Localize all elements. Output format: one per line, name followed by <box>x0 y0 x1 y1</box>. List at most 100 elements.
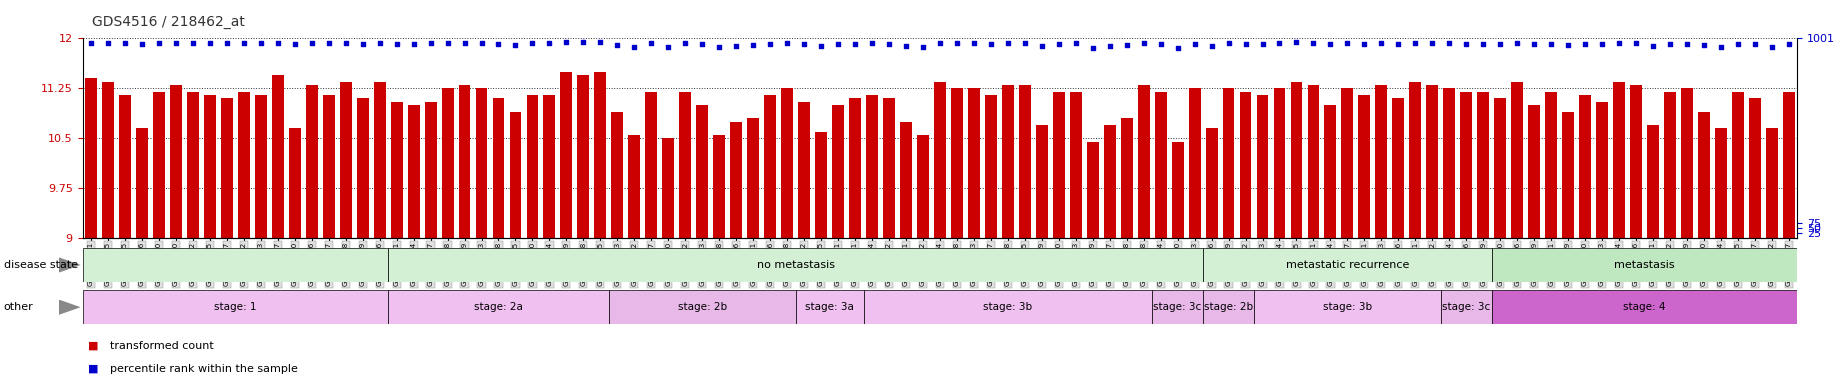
Point <box>1247 41 1276 47</box>
Bar <box>103 82 114 238</box>
Point <box>246 40 275 46</box>
Point <box>1537 41 1566 47</box>
Bar <box>900 122 911 238</box>
Text: stage: 3c: stage: 3c <box>1442 302 1491 312</box>
Text: disease state: disease state <box>4 260 77 270</box>
Bar <box>1020 85 1031 238</box>
Bar <box>934 82 946 238</box>
Bar <box>339 82 352 238</box>
Point <box>552 38 581 45</box>
Point <box>704 43 734 50</box>
Bar <box>271 75 284 238</box>
Point <box>1062 40 1091 46</box>
Bar <box>1630 85 1641 238</box>
Bar <box>1376 85 1387 238</box>
Bar <box>255 95 266 238</box>
Point <box>194 40 224 46</box>
Bar <box>1223 88 1234 238</box>
Bar <box>425 102 436 238</box>
Point <box>1163 45 1192 51</box>
Bar <box>288 128 301 238</box>
Point <box>127 41 156 47</box>
Bar <box>510 112 521 238</box>
Bar <box>475 88 488 238</box>
Point <box>330 40 359 46</box>
Bar <box>1121 118 1133 238</box>
Text: metastasis: metastasis <box>1614 260 1674 270</box>
Point <box>1027 43 1056 49</box>
Bar <box>713 135 724 238</box>
Bar <box>594 72 607 238</box>
Bar <box>1596 102 1608 238</box>
Text: no metastasis: no metastasis <box>757 260 834 270</box>
Point <box>1282 38 1311 45</box>
Bar <box>629 135 640 238</box>
Bar <box>152 92 165 238</box>
Bar <box>458 85 471 238</box>
Point <box>943 40 972 46</box>
Bar <box>866 95 878 238</box>
Bar <box>1359 95 1370 238</box>
Point <box>772 40 801 46</box>
Point <box>281 41 310 47</box>
Point <box>1078 45 1108 51</box>
Bar <box>1495 98 1506 238</box>
Bar <box>1155 92 1166 238</box>
Text: ■: ■ <box>88 341 99 351</box>
Bar <box>1392 98 1405 238</box>
Bar <box>985 95 998 238</box>
Text: ■: ■ <box>88 364 99 374</box>
Bar <box>1088 142 1099 238</box>
Point <box>1486 41 1515 47</box>
Bar <box>389 290 609 324</box>
Bar <box>1104 125 1115 238</box>
Point <box>688 41 717 47</box>
Bar <box>1715 128 1728 238</box>
Text: stage: 3c: stage: 3c <box>1154 302 1201 312</box>
Point <box>348 41 378 47</box>
Point <box>1011 40 1040 46</box>
Point <box>856 40 886 46</box>
Point <box>1656 41 1685 47</box>
Point <box>1366 40 1396 46</box>
Bar <box>1563 112 1574 238</box>
Point <box>449 40 479 46</box>
Bar <box>1579 95 1592 238</box>
Point <box>1570 41 1599 47</box>
Text: stage: 3b: stage: 3b <box>983 302 1033 312</box>
Bar <box>1256 95 1269 238</box>
Point <box>145 40 174 46</box>
Polygon shape <box>59 300 81 315</box>
Bar <box>1273 88 1286 238</box>
Text: stage: 2b: stage: 2b <box>679 302 726 312</box>
Point <box>603 41 633 48</box>
Bar <box>1001 85 1014 238</box>
Point <box>1298 40 1328 46</box>
Point <box>1706 43 1735 50</box>
Point <box>671 40 701 46</box>
Bar <box>1137 85 1150 238</box>
Point <box>1350 41 1379 47</box>
Point <box>1179 41 1209 47</box>
Bar <box>662 138 675 238</box>
Text: transformed count: transformed count <box>110 341 215 351</box>
Bar <box>746 118 759 238</box>
Bar <box>864 290 1152 324</box>
Point <box>517 40 547 46</box>
Bar <box>1476 92 1489 238</box>
Bar <box>1442 290 1491 324</box>
Point <box>789 41 818 47</box>
Point <box>1333 40 1363 46</box>
Bar <box>849 98 860 238</box>
Point <box>1757 43 1786 50</box>
Bar <box>1172 142 1183 238</box>
Bar <box>1069 92 1082 238</box>
Point <box>484 41 514 47</box>
Point <box>1095 43 1124 49</box>
Point <box>1146 41 1176 47</box>
Bar <box>220 98 233 238</box>
Bar <box>730 122 743 238</box>
Bar <box>1188 88 1201 238</box>
Bar <box>442 88 453 238</box>
Point <box>297 40 326 46</box>
